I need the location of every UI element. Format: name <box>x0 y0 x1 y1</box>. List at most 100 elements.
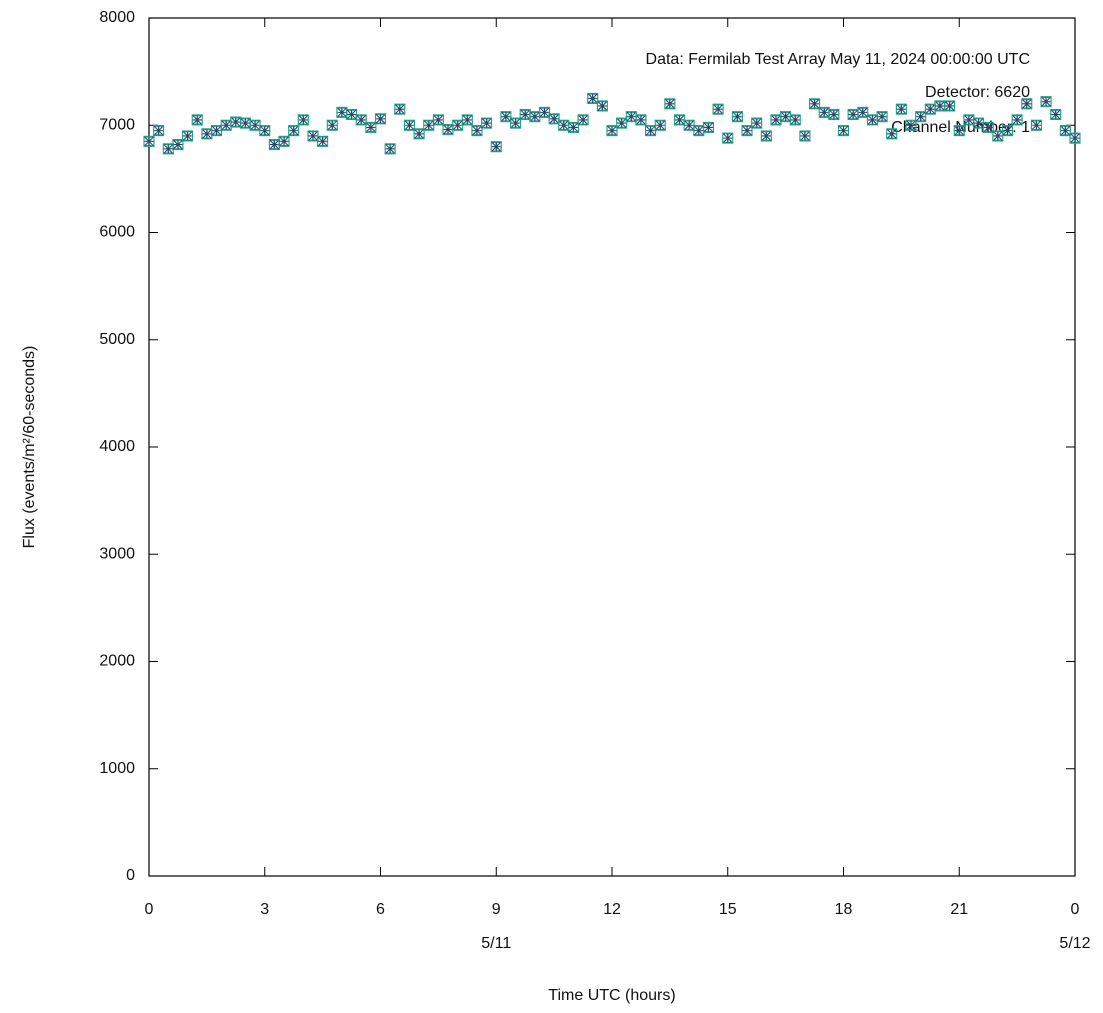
data-point <box>674 114 685 126</box>
data-point-box <box>760 130 772 142</box>
data-point <box>635 114 647 126</box>
data-point-box <box>143 135 155 147</box>
data-point-box <box>355 114 367 126</box>
data-point-box <box>895 103 907 115</box>
data-point <box>924 103 936 115</box>
x-tick-label: 12 <box>603 901 621 918</box>
annotation: Detector: 6620 <box>925 84 1030 101</box>
data-point <box>510 117 521 129</box>
data-point-box <box>741 125 753 137</box>
data-point-box <box>182 130 194 142</box>
data-point-box <box>317 135 329 147</box>
data-point <box>645 125 656 137</box>
data-point-box <box>1011 114 1023 126</box>
data-point <box>423 119 435 131</box>
data-point-box <box>606 125 618 137</box>
data-point <box>346 109 357 120</box>
x-tick-label: 15 <box>719 901 737 918</box>
data-point <box>461 114 473 126</box>
x-tick-label: 9 <box>492 901 501 918</box>
data-point <box>1031 119 1042 131</box>
data-point-box <box>953 125 965 137</box>
data-point <box>259 125 271 137</box>
data-point <box>664 98 676 110</box>
data-point-box <box>886 128 898 140</box>
data-point <box>568 122 579 133</box>
data-point-box <box>731 111 743 123</box>
data-point <box>693 125 705 137</box>
data-point <box>413 128 425 140</box>
data-point <box>982 122 994 133</box>
data-point-box <box>278 135 290 147</box>
data-point <box>751 117 763 129</box>
y-tick-label: 0 <box>126 867 135 884</box>
y-tick-label: 2000 <box>99 653 135 670</box>
data-point-box <box>1050 108 1062 121</box>
data-point <box>240 117 251 129</box>
data-point <box>307 130 319 142</box>
y-axis-label: Flux (events/m²/60-seconds) <box>21 346 38 549</box>
data-point <box>953 125 965 137</box>
data-point-box <box>490 141 502 153</box>
data-point <box>712 103 724 115</box>
data-point-box <box>799 130 811 142</box>
data-point <box>741 125 753 137</box>
y-tick-label: 6000 <box>99 224 135 241</box>
data-point <box>606 125 618 137</box>
data-point-box <box>191 114 203 126</box>
data-point <box>1059 125 1071 137</box>
data-point-box <box>635 114 647 126</box>
data-point <box>336 106 348 118</box>
data-point <box>471 125 483 137</box>
data-point-box <box>326 119 338 131</box>
data-point-box <box>567 121 579 133</box>
data-point-box <box>172 139 184 151</box>
data-point-box <box>413 128 425 140</box>
data-point <box>616 117 628 129</box>
data-point <box>211 125 222 137</box>
data-point <box>249 119 261 131</box>
data-point <box>375 113 386 125</box>
data-point <box>867 114 878 126</box>
data-point <box>500 111 512 123</box>
data-point <box>915 111 927 123</box>
data-point <box>973 117 984 129</box>
data-point-box <box>500 111 512 123</box>
data-point <box>539 106 550 118</box>
data-point <box>886 128 898 140</box>
data-point <box>1002 125 1013 137</box>
data-point-box <box>432 114 444 126</box>
data-point <box>828 109 840 120</box>
data-point-box <box>365 121 377 133</box>
data-point <box>1040 96 1052 108</box>
data-point-box <box>471 125 483 137</box>
data-point-box <box>828 108 840 121</box>
data-point-box <box>654 119 666 131</box>
y-tick-label: 1000 <box>99 760 135 777</box>
x-tick-label: 3 <box>260 901 269 918</box>
data-point <box>432 114 444 126</box>
data-point <box>625 111 637 123</box>
data-point <box>732 111 743 123</box>
x-tick-label: 0 <box>145 901 154 918</box>
data-point <box>722 132 734 144</box>
y-tick-label: 5000 <box>99 331 135 348</box>
data-point-box <box>1069 132 1081 144</box>
data-point <box>297 114 309 126</box>
data-point-box <box>259 125 271 137</box>
y-tick-label: 4000 <box>99 438 135 455</box>
data-point <box>963 114 975 126</box>
data-point <box>481 117 492 129</box>
data-point-box <box>384 143 396 155</box>
x-tick-label: 18 <box>835 901 853 918</box>
data-point <box>1011 114 1023 126</box>
y-tick-label: 7000 <box>99 116 135 133</box>
data-point-box <box>722 132 734 144</box>
data-point <box>220 119 232 131</box>
data-point <box>490 141 502 153</box>
data-point-box <box>509 117 522 129</box>
data-point <box>442 124 454 135</box>
data-point <box>394 103 406 115</box>
data-point-box <box>577 114 589 126</box>
data-point-box <box>153 125 165 137</box>
